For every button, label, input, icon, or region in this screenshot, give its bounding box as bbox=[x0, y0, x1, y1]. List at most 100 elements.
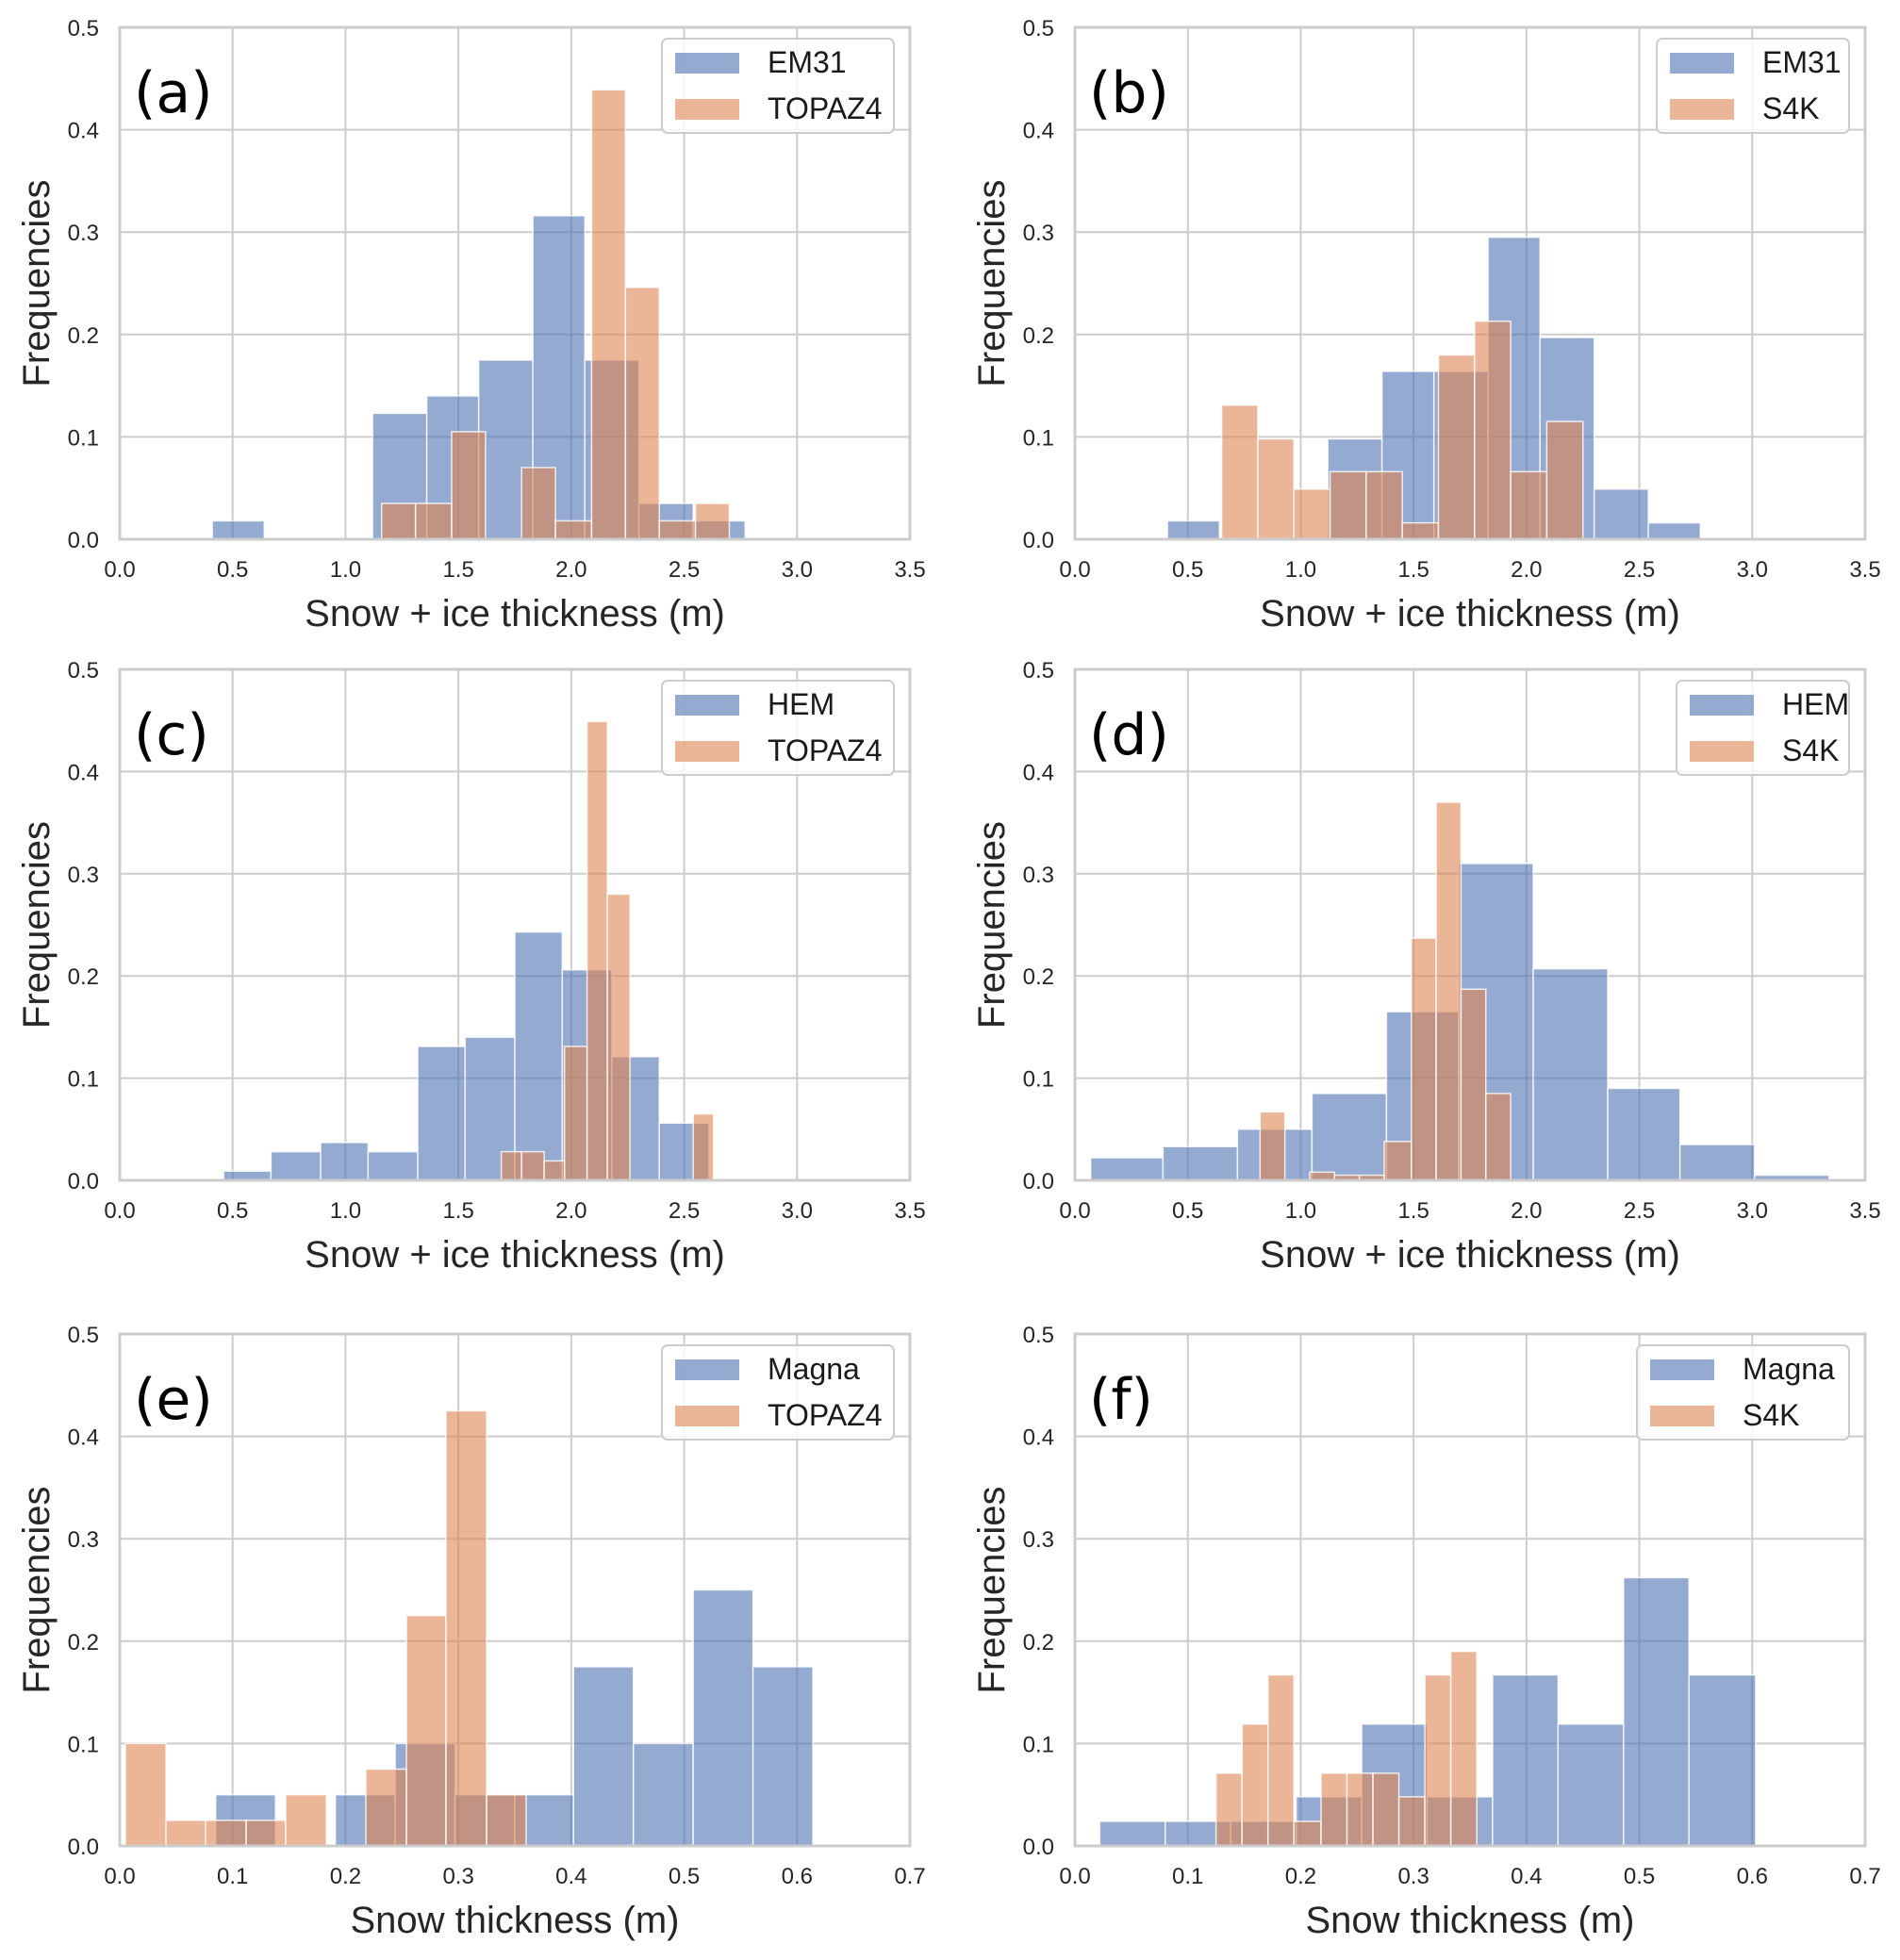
panel-label: (d) bbox=[1089, 702, 1169, 768]
histogram-bar bbox=[1266, 1673, 1295, 1847]
histogram-bar bbox=[1435, 801, 1462, 1181]
series-s4k bbox=[1220, 320, 1584, 540]
panel-label: (a) bbox=[134, 60, 213, 126]
y-tick-label: 0.1 bbox=[68, 1067, 99, 1093]
histogram-bar bbox=[563, 1046, 588, 1181]
y-tick-label: 0.5 bbox=[68, 16, 99, 41]
histogram-bar bbox=[554, 519, 593, 540]
histogram-bar bbox=[514, 931, 564, 1181]
y-tick-label: 0.2 bbox=[68, 323, 99, 349]
x-tick-label: 1.5 bbox=[1397, 1198, 1429, 1224]
histogram-bar bbox=[1460, 988, 1487, 1181]
y-axis-label: Frequencies bbox=[971, 821, 1013, 1029]
legend-label: HEM bbox=[1782, 687, 1849, 721]
legend-swatch-s4k bbox=[1670, 99, 1734, 120]
y-tick-label: 0.0 bbox=[68, 1835, 99, 1860]
x-tick-label: 0.7 bbox=[1849, 1864, 1880, 1889]
histogram-bar bbox=[586, 720, 608, 1181]
legend-label: Magna bbox=[1743, 1352, 1835, 1386]
y-tick-label: 0.2 bbox=[68, 1630, 99, 1655]
y-tick-label: 0.5 bbox=[68, 658, 99, 684]
histogram-bar bbox=[1293, 488, 1331, 540]
histogram-bar bbox=[1485, 1093, 1512, 1181]
histogram-bar bbox=[1311, 1093, 1388, 1181]
x-tick-label: 0.0 bbox=[1059, 557, 1090, 583]
histogram-bar bbox=[1220, 404, 1259, 540]
histogram-bar bbox=[1401, 521, 1440, 540]
x-tick-label: 0.1 bbox=[217, 1864, 248, 1889]
x-tick-label: 0.0 bbox=[1059, 1198, 1090, 1224]
histogram-bar bbox=[606, 893, 631, 1181]
y-tick-label: 0.4 bbox=[68, 1425, 99, 1451]
y-tick-label: 0.0 bbox=[1023, 1835, 1054, 1860]
x-tick-label: 2.5 bbox=[1624, 1198, 1655, 1224]
panel-b: 0.0 0.5 1.0 1.5 2.0 2.5 3.0 3.5 0.0 0.1 0.2 0.3 0.4 0… bbox=[971, 16, 1881, 634]
x-tick-label: 1.5 bbox=[1397, 557, 1429, 583]
y-tick-label: 0.3 bbox=[68, 221, 99, 246]
x-tick-label: 0.0 bbox=[104, 1198, 135, 1224]
x-tick-label: 0.0 bbox=[104, 557, 135, 583]
panel-d: 0.0 0.5 1.0 1.5 2.0 2.5 3.0 3.5 0.0 0.1 0.2 0.3 0.4 0… bbox=[971, 658, 1881, 1276]
x-tick-label: 0.6 bbox=[1737, 1864, 1768, 1889]
panel-label: (e) bbox=[134, 1367, 213, 1433]
histogram-bar bbox=[1437, 354, 1476, 540]
x-axis-label: Snow + ice thickness (m) bbox=[1260, 1234, 1680, 1276]
y-tick-label: 0.0 bbox=[1023, 528, 1054, 553]
histogram-bar bbox=[1647, 521, 1701, 540]
histogram-bar bbox=[1166, 519, 1220, 540]
histogram-bar bbox=[1241, 1723, 1269, 1847]
histogram-bar bbox=[752, 1666, 814, 1847]
panel-c: 0.0 0.5 1.0 1.5 2.0 2.5 3.0 3.5 0.0 0.1 0.2 0.3 0.4 0… bbox=[16, 658, 926, 1276]
series-s4k bbox=[1214, 1650, 1478, 1847]
histogram-bar bbox=[245, 1820, 287, 1847]
legend-swatch-topaz4 bbox=[675, 741, 739, 762]
y-tick-label: 0.5 bbox=[68, 1323, 99, 1348]
histogram-bar bbox=[365, 1768, 407, 1847]
y-tick-label: 0.5 bbox=[1023, 16, 1054, 41]
y-tick-label: 0.1 bbox=[68, 1732, 99, 1757]
y-tick-label: 0.0 bbox=[1023, 1169, 1054, 1194]
legend-swatch-em31 bbox=[1670, 53, 1734, 74]
x-tick-label: 3.5 bbox=[894, 557, 925, 583]
legend-label: S4K bbox=[1762, 91, 1819, 125]
x-tick-label: 1.0 bbox=[330, 1198, 361, 1224]
x-tick-label: 3.0 bbox=[782, 1198, 813, 1224]
panel-label: (c) bbox=[134, 702, 209, 768]
histogram-bar bbox=[414, 502, 453, 540]
panel-label: (b) bbox=[1089, 60, 1169, 126]
x-tick-label: 2.5 bbox=[1624, 557, 1655, 583]
histogram-bar bbox=[1259, 1111, 1286, 1181]
histogram-bar bbox=[1510, 470, 1548, 540]
histogram-bar bbox=[1162, 1145, 1239, 1181]
y-tick-label: 0.5 bbox=[1023, 1323, 1054, 1348]
histogram-bar bbox=[1346, 1772, 1374, 1847]
x-tick-label: 0.2 bbox=[330, 1864, 361, 1889]
histogram-bar bbox=[572, 1666, 635, 1847]
y-axis-label: Frequencies bbox=[16, 821, 58, 1029]
histogram-bar bbox=[1099, 1820, 1166, 1847]
histogram-bar bbox=[1410, 937, 1437, 1181]
histogram-bar bbox=[1397, 1796, 1426, 1847]
y-tick-label: 0.5 bbox=[1023, 658, 1054, 684]
y-tick-label: 0.1 bbox=[1023, 1067, 1054, 1093]
panel-f: 0.0 0.1 0.2 0.3 0.4 0.5 0.6 0.7 0.0 0.1 0.2 0.3 0.4 0… bbox=[971, 1323, 1881, 1941]
histogram-bar bbox=[1320, 1772, 1348, 1847]
histogram-bar bbox=[405, 1614, 447, 1847]
histogram-bar bbox=[1365, 470, 1403, 540]
y-tick-label: 0.4 bbox=[68, 119, 99, 144]
y-tick-label: 0.3 bbox=[68, 1527, 99, 1553]
y-tick-label: 0.3 bbox=[1023, 1527, 1054, 1553]
legend-label: EM31 bbox=[768, 45, 847, 79]
x-tick-label: 1.0 bbox=[330, 557, 361, 583]
x-tick-label: 3.0 bbox=[782, 557, 813, 583]
histogram-bar bbox=[367, 1150, 419, 1181]
x-axis-label: Snow thickness (m) bbox=[1306, 1900, 1635, 1941]
y-tick-label: 0.2 bbox=[68, 964, 99, 990]
histogram-bar bbox=[543, 1160, 566, 1181]
y-axis-label: Frequencies bbox=[16, 179, 58, 387]
x-tick-label: 0.5 bbox=[217, 557, 248, 583]
x-tick-label: 0.6 bbox=[782, 1864, 813, 1889]
plot-frame bbox=[1073, 1332, 1867, 1848]
legend-label: S4K bbox=[1743, 1398, 1799, 1432]
histogram-bar bbox=[285, 1793, 327, 1847]
